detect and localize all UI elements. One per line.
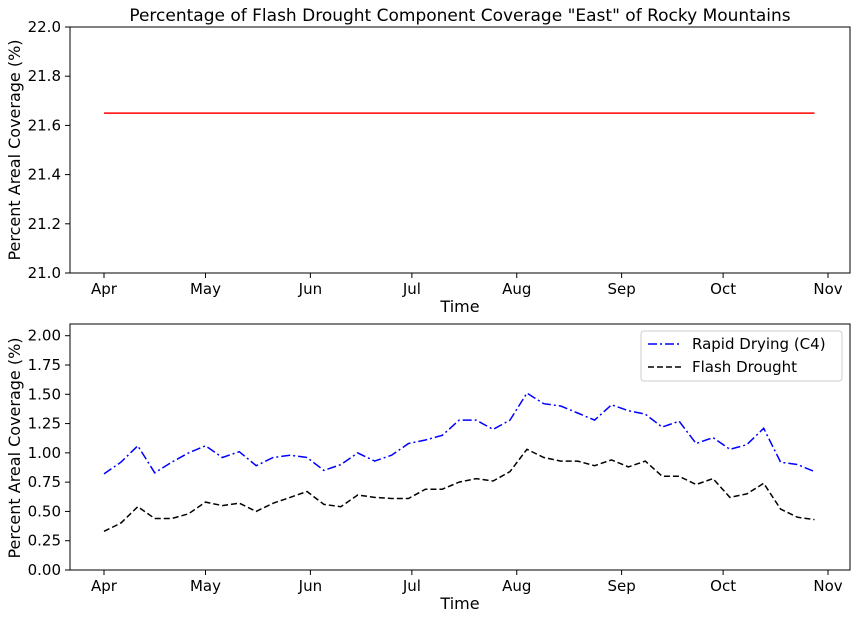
top-x-tick-label: Apr bbox=[91, 280, 118, 298]
legend-label-rapid-drying: Rapid Drying (C4) bbox=[692, 335, 826, 353]
bottom-x-tick-label: Apr bbox=[91, 577, 118, 595]
bottom-y-tick-label: 2.00 bbox=[28, 327, 61, 345]
bottom-y-axis-label: Percent Areal Coverage (%) bbox=[5, 337, 24, 558]
top-x-tick-label: Oct bbox=[710, 280, 736, 298]
top-y-tick-label: 22.0 bbox=[28, 18, 61, 36]
bottom-y-tick-label: 0.25 bbox=[28, 532, 61, 550]
bottom-y-tick-label: 0.00 bbox=[28, 561, 61, 579]
bottom-x-tick-label: Jun bbox=[298, 577, 322, 595]
legend-label-flash-drought: Flash Drought bbox=[692, 358, 797, 376]
top-panel: Percentage of Flash Drought Component Co… bbox=[5, 6, 851, 316]
top-x-tick-label: May bbox=[190, 280, 221, 298]
bottom-x-axis-label: Time bbox=[439, 594, 479, 613]
bottom-series-line-2 bbox=[103, 448, 815, 532]
legend: Rapid Drying (C4) Flash Drought bbox=[640, 330, 843, 382]
bottom-y-tick-label: 0.50 bbox=[28, 502, 61, 520]
bottom-x-tick-label: Jul bbox=[402, 577, 421, 595]
chart-title: Percentage of Flash Drought Component Co… bbox=[129, 6, 790, 26]
bottom-x-tick-label: May bbox=[190, 577, 221, 595]
top-plot-frame bbox=[69, 26, 851, 274]
bottom-plot-frame bbox=[69, 323, 851, 571]
top-y-axis-label: Percent Areal Coverage (%) bbox=[5, 39, 24, 260]
bottom-y-tick-label: 1.25 bbox=[28, 415, 61, 433]
top-y-tick-label: 21.0 bbox=[28, 264, 61, 282]
top-x-tick-label: Jul bbox=[402, 280, 421, 298]
bottom-y-tick-label: 1.75 bbox=[28, 356, 61, 374]
top-y-tick-label: 21.6 bbox=[28, 116, 61, 134]
top-plot-area: 21.0 21.2 21.4 21.6 21.8 22.0 Apr May Jun Jul Aug S… bbox=[28, 18, 843, 298]
bottom-plot-area: 0.00 0.25 0.50 0.75 1.00 1.25 1.50 1.75 2.00 Apr M… bbox=[28, 327, 843, 595]
top-y-tick-label: 21.2 bbox=[28, 215, 61, 233]
top-x-tick-label: Jun bbox=[298, 280, 322, 298]
top-x-tick-label: Sep bbox=[607, 280, 635, 298]
top-x-tick-label: Nov bbox=[813, 280, 842, 298]
top-x-axis-label: Time bbox=[439, 297, 479, 316]
bottom-x-tick-label: Nov bbox=[813, 577, 842, 595]
top-y-tick-label: 21.4 bbox=[28, 166, 61, 184]
top-y-tick-label: 21.8 bbox=[28, 67, 61, 85]
bottom-x-tick-label: Sep bbox=[607, 577, 635, 595]
bottom-y-tick-label: 0.75 bbox=[28, 473, 61, 491]
legend-box bbox=[640, 330, 843, 382]
bottom-x-tick-label: Oct bbox=[710, 577, 736, 595]
bottom-series-line-1 bbox=[103, 392, 815, 475]
bottom-y-tick-label: 1.00 bbox=[28, 444, 61, 462]
bottom-x-tick-label: Aug bbox=[502, 577, 531, 595]
bottom-y-tick-label: 1.50 bbox=[28, 385, 61, 403]
top-x-tick-label: Aug bbox=[502, 280, 531, 298]
bottom-panel: Percent Areal Coverage (%) Time 0.00 0.25… bbox=[5, 323, 851, 613]
